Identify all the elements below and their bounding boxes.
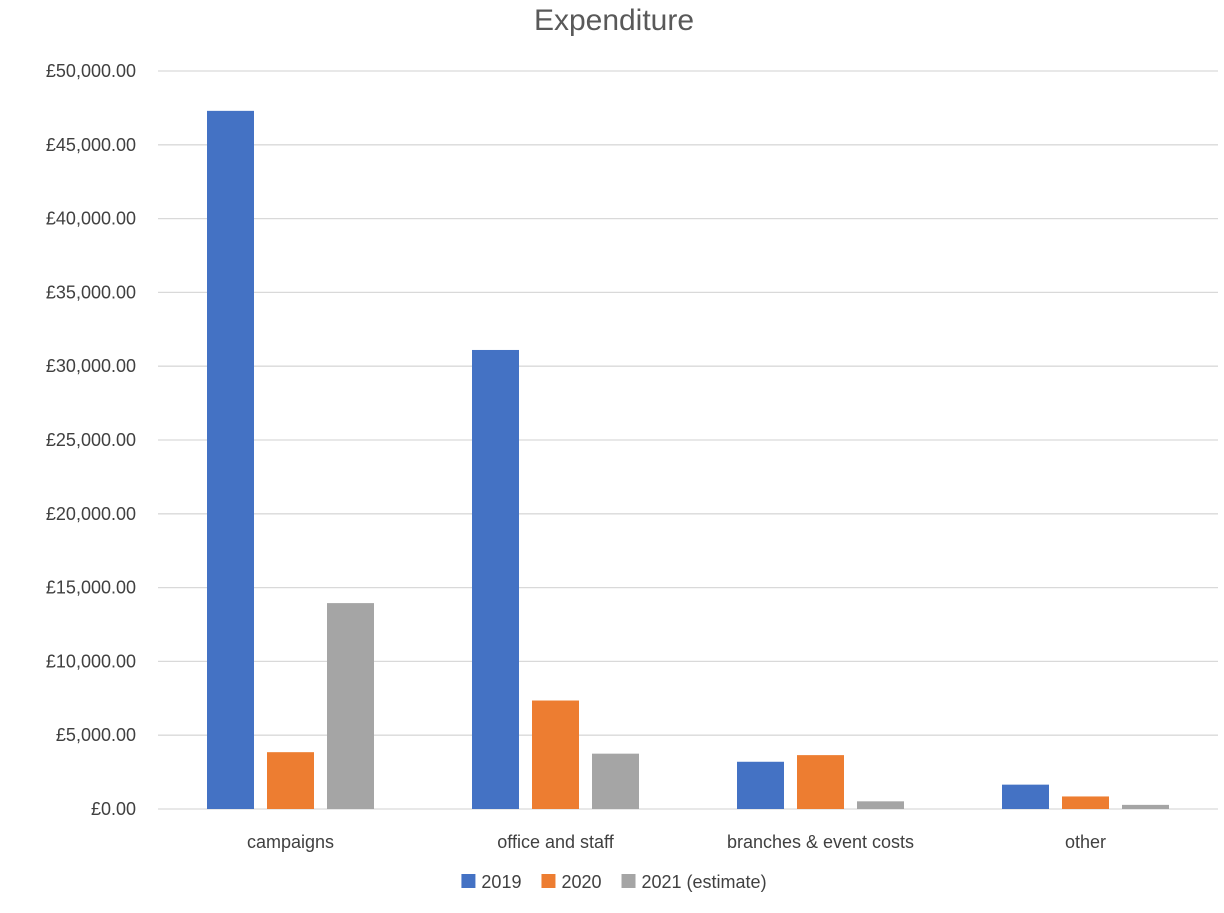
bar (1122, 804, 1169, 809)
legend-swatch (461, 874, 476, 888)
bar (857, 801, 904, 809)
bar (472, 349, 519, 809)
x-tick-label: campaigns (247, 832, 334, 852)
x-tick-label: other (1065, 832, 1106, 852)
y-tick-label: £20,000.00 (46, 504, 136, 524)
legend-swatch (541, 874, 556, 888)
bar (592, 753, 639, 809)
bar (207, 110, 254, 810)
bar (267, 752, 314, 809)
bar (1062, 796, 1109, 809)
y-tick-label: £25,000.00 (46, 430, 136, 450)
y-tick-label: £5,000.00 (56, 725, 136, 745)
bar (532, 700, 579, 809)
legend-item: 2021 (estimate) (621, 872, 767, 892)
legend-label: 2019 (481, 872, 521, 892)
bar (797, 755, 844, 809)
y-axis-ticks: £0.00 £5,000.00 £10,000.00 £15,000.00 £20,00… (46, 61, 136, 819)
gridlines (158, 70, 1218, 810)
bar (327, 603, 374, 809)
bar (1002, 784, 1049, 809)
y-tick-label: £30,000.00 (46, 356, 136, 376)
x-axis-ticks: campaigns office and staff branches & even… (247, 832, 1106, 852)
legend-item: 2019 (461, 872, 521, 892)
legend-swatch (621, 874, 636, 888)
y-tick-label: £45,000.00 (46, 135, 136, 155)
legend-label: 2021 (estimate) (642, 872, 767, 892)
y-tick-label: £40,000.00 (46, 209, 136, 229)
legend-item: 2020 (541, 872, 602, 892)
bars (207, 110, 1169, 810)
legend-label: 2020 (561, 872, 601, 892)
y-tick-label: £15,000.00 (46, 578, 136, 598)
x-tick-label: branches & event costs (727, 832, 914, 852)
y-tick-label: £35,000.00 (46, 282, 136, 302)
bar (737, 761, 784, 809)
y-tick-label: £50,000.00 (46, 61, 136, 81)
y-tick-label: £0.00 (91, 799, 136, 819)
chart-title: Expenditure (534, 4, 694, 37)
legend: 2019 2020 2021 (estimate) (461, 872, 767, 892)
x-tick-label: office and staff (497, 832, 614, 852)
y-tick-label: £10,000.00 (46, 651, 136, 671)
